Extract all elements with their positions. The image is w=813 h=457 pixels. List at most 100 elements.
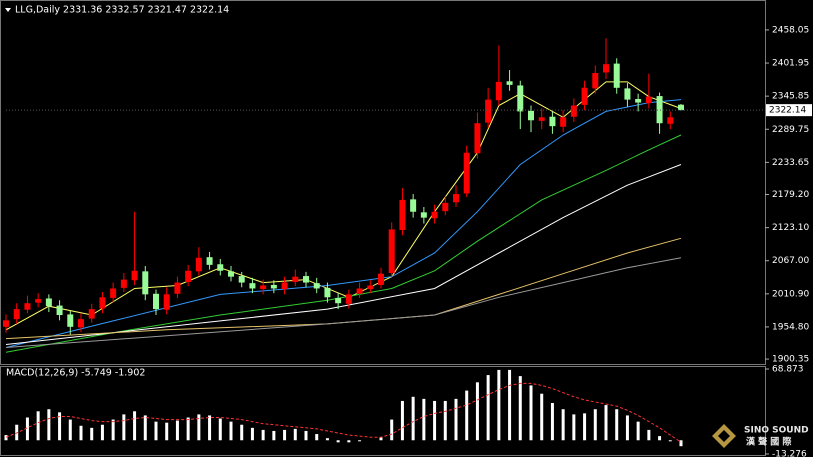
last-price-label: 2322.14: [769, 106, 806, 116]
macd-bar: [486, 375, 490, 441]
macd-bar: [658, 436, 662, 441]
macd-bar: [79, 425, 83, 441]
macd-bar: [668, 440, 672, 442]
macd-bar: [229, 421, 233, 441]
macd-bar: [347, 440, 351, 443]
y-tick-label: 2233.65: [772, 158, 809, 168]
macd-bar: [36, 411, 40, 441]
macd-bar: [240, 424, 244, 441]
candle-body: [153, 293, 159, 310]
candle-body: [431, 211, 438, 219]
y-tick-label: 2010.90: [772, 289, 809, 299]
macd-bar: [250, 427, 254, 441]
macd-bar: [433, 400, 437, 441]
macd-bar: [272, 430, 276, 441]
macd-bar: [4, 435, 8, 441]
price-pane: [0, 0, 766, 365]
macd-bar: [283, 429, 287, 441]
macd-bar: [615, 409, 619, 441]
moving-average: [5, 134, 682, 353]
macd-bar: [625, 415, 629, 441]
macd-bar: [497, 369, 501, 441]
macd-bar: [572, 414, 576, 441]
candle-body: [292, 276, 299, 282]
y-tick-label: 2123.10: [772, 223, 809, 233]
macd-pane: [0, 366, 766, 456]
price-header: LLG,Daily 2331.36 2332.57 2321.47 2322.1…: [15, 5, 229, 16]
macd-bar: [379, 437, 383, 441]
candle-body: [313, 283, 320, 289]
y-tick-label: -13.276: [772, 450, 807, 457]
candle-body: [495, 81, 502, 101]
candle-body: [324, 287, 331, 298]
macd-bar: [647, 429, 651, 441]
candle-body: [667, 117, 674, 124]
macd-bar: [315, 434, 319, 441]
watermark-brand: SINO SOUND: [744, 426, 809, 436]
macd-bar: [122, 414, 126, 441]
y-tick-label: 1954.80: [772, 322, 809, 332]
candle-body: [303, 276, 309, 283]
candle-body: [131, 270, 138, 281]
candle-body: [206, 257, 213, 265]
macd-bar: [358, 440, 362, 442]
macd-bar: [465, 390, 469, 441]
candle-body: [270, 284, 277, 289]
candle-body: [367, 285, 374, 290]
macd-bar: [583, 413, 587, 441]
y-tick-label: 2345.85: [772, 92, 809, 102]
macd-bar: [529, 385, 533, 441]
candle-body: [635, 99, 642, 103]
candle-body: [281, 282, 288, 290]
macd-bar: [400, 400, 404, 441]
candle-body: [228, 271, 234, 277]
candle-body: [185, 270, 192, 282]
candle-body: [442, 202, 449, 212]
candle-body: [217, 264, 224, 271]
candle-body: [517, 85, 524, 112]
candle-body: [399, 199, 406, 231]
candle-body: [110, 288, 117, 298]
candle-body: [410, 199, 417, 212]
macd-bar: [454, 398, 458, 441]
macd-bar: [208, 415, 212, 441]
candle-body: [142, 271, 149, 295]
macd-bar: [293, 428, 297, 441]
candle-body: [678, 104, 684, 111]
macd-bar: [518, 376, 522, 441]
candle-body: [656, 96, 663, 124]
candle-body: [378, 273, 384, 285]
macd-bar: [218, 418, 222, 441]
macd-bar: [604, 405, 608, 441]
macd-header: MACD(12,26,9) -5.749 -1.902: [6, 368, 145, 379]
macd-bar: [165, 422, 169, 441]
macd-bar: [111, 419, 115, 441]
candle-body: [645, 96, 652, 104]
candle-body: [453, 194, 459, 203]
y-tick-label: 2179.20: [772, 190, 809, 200]
macd-bar: [540, 393, 544, 441]
macd-bar: [47, 409, 51, 441]
moving-average: [5, 257, 682, 348]
candle-body: [570, 105, 577, 117]
candle-body: [238, 276, 245, 283]
macd-bar: [325, 438, 329, 441]
candle-body: [120, 279, 127, 288]
macd-bar: [143, 415, 147, 441]
candle-body: [485, 99, 492, 123]
macd-bar: [336, 440, 340, 443]
macd-bar: [508, 369, 512, 441]
candle-body: [345, 294, 352, 304]
candle-body: [624, 88, 631, 100]
candle-body: [581, 87, 588, 105]
macd-bar: [679, 440, 683, 447]
candle-body: [163, 294, 170, 310]
moving-average: [5, 237, 682, 340]
candle-body: [474, 123, 481, 154]
candle-body: [388, 229, 395, 274]
candle-body: [195, 257, 202, 272]
macd-bar: [550, 403, 554, 441]
candle-body: [24, 303, 31, 310]
macd-bar: [411, 396, 415, 441]
